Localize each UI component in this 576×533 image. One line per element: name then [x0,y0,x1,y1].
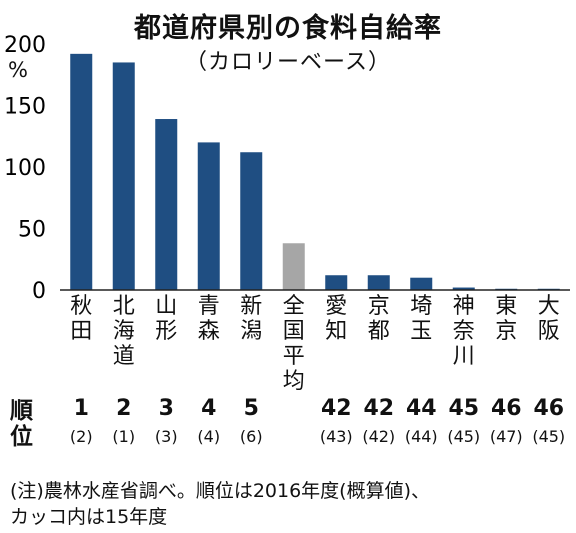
y-tick-label: 0 [32,279,46,304]
rank-value: 44 [405,396,437,421]
rank-value: 3 [158,396,174,421]
y-tick-label: 100 [4,156,46,181]
rank-value: 45 [448,396,480,421]
previous-rank-value: (44) [404,427,438,446]
rank-value: 46 [490,396,522,421]
category-label: 愛知 [325,294,348,344]
previous-rank-value: (43) [319,427,353,446]
rank-value: 5 [243,396,259,421]
chart-subtitle: （カロリーベース） [185,50,391,75]
chart-title: 都道府県別の食料自給率 [134,13,442,44]
previous-rank-value: (1) [112,427,136,446]
category-label: 秋田 [70,294,93,344]
previous-rank-value: (2) [69,427,93,446]
note-line-2: カッコ内は15年度 [10,506,168,528]
previous-rank-value: (6) [239,427,263,446]
category-label: 神奈川 [452,294,475,369]
rank-value: 46 [533,396,565,421]
bar-5 [282,243,305,290]
bar-6 [325,275,348,290]
previous-rank-value: (4) [197,427,221,446]
category-label: 北海道 [112,294,135,369]
category-label: 京都 [367,294,390,344]
bar-1 [112,62,135,291]
y-tick-label: 150 [4,95,46,120]
rank-value: 2 [116,396,132,421]
bar-2 [155,119,178,290]
bar-4 [240,152,263,290]
previous-rank-value: (3) [154,427,178,446]
previous-rank-value: (45) [447,427,481,446]
rank-header: 順位 [10,398,33,450]
category-label: 埼玉 [410,294,433,344]
category-label: 東京 [495,294,518,344]
note-line-1: (注)農林水産省調べ。順位は2016年度(概算値)、 [10,480,431,502]
rank-value: 42 [363,396,395,421]
rank-value: 42 [320,396,352,421]
previous-rank-value: (47) [489,427,523,446]
rank-value: 4 [201,396,217,421]
rank-value: 1 [73,396,89,421]
category-label: 山形 [155,294,178,344]
bar-0 [70,53,93,291]
category-label: 青森 [197,294,220,344]
previous-rank-value: (42) [362,427,396,446]
bar-9 [452,287,475,290]
bar-8 [410,277,433,290]
y-tick-label: 200 [4,33,46,58]
category-label: 新潟 [240,294,263,344]
previous-rank-value: (45) [532,427,566,446]
bar-7 [367,275,390,290]
bar-3 [197,142,220,290]
category-label: 大阪 [537,294,560,344]
y-tick-label: 50 [18,218,46,243]
category-label: 全国平均 [282,294,305,394]
y-axis-unit: % [8,58,28,82]
